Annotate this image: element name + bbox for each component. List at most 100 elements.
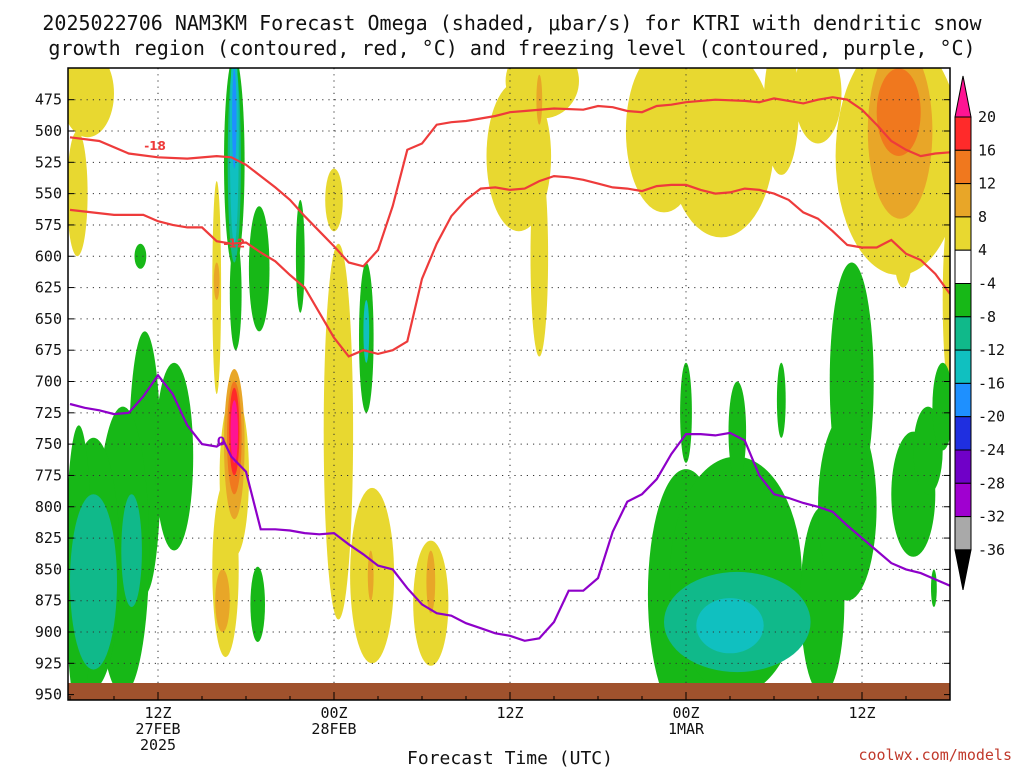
dendritic-contour-line <box>69 96 950 268</box>
y-tick-label: 750 <box>35 435 62 453</box>
colorbar-tick-label: -24 <box>978 441 1005 459</box>
colorbar-tick-label: 12 <box>978 175 996 193</box>
omega-region <box>668 68 774 238</box>
omega-colorbar: 20 16 12 8 4 -4 -8 -12 -16 -20 -24 -28 -32 -36 <box>954 75 1005 590</box>
omega-region <box>794 68 842 144</box>
credit-link[interactable]: coolwx.com/models <box>858 746 1012 764</box>
x-tick-label: 12Z <box>144 704 171 722</box>
colorbar-tick-label: 16 <box>978 141 996 159</box>
x-tick-label: 2025 <box>140 736 176 754</box>
omega-region <box>70 494 117 670</box>
colorbar-box <box>954 316 972 351</box>
colorbar-box <box>954 516 972 551</box>
omega-region <box>155 362 194 551</box>
omega-region <box>367 550 374 601</box>
dendritic-contour-label: -12 <box>223 237 245 251</box>
colorbar-box <box>954 382 972 418</box>
omega-region <box>876 68 921 156</box>
omega-region <box>931 569 937 607</box>
x-tick-label: 00Z <box>672 704 699 722</box>
y-tick-label: 650 <box>35 310 62 328</box>
omega-region <box>215 569 230 632</box>
y-tick-label: 625 <box>35 279 62 297</box>
omega-region <box>894 224 912 288</box>
colorbar-tick-label: 8 <box>978 208 987 226</box>
colorbar-box <box>954 416 972 451</box>
colorbar-box <box>954 249 972 284</box>
x-tick-label: 00Z <box>320 704 347 722</box>
omega-region <box>363 300 370 363</box>
omega-region <box>763 68 799 175</box>
pressure-axis: 475 500 525 550 575 600 625 650 675 700 725 750 775 8… <box>35 91 950 704</box>
omega-shading-layer <box>68 68 950 700</box>
y-tick-label: 475 <box>35 91 62 109</box>
y-tick-label: 900 <box>35 623 62 641</box>
colorbar-tick-label: -8 <box>978 308 996 326</box>
contour-layer: -18 -12 0 <box>69 96 950 642</box>
ground-layer <box>68 683 950 700</box>
colorbar-tick-label: -28 <box>978 474 1005 492</box>
y-tick-label: 500 <box>35 122 62 140</box>
colorbar-box <box>954 149 972 185</box>
colorbar-tick-label: -32 <box>978 508 1005 526</box>
y-tick-label: 825 <box>35 529 62 547</box>
omega-region <box>213 262 220 301</box>
colorbar-box <box>954 349 972 384</box>
chart-title-line-1: 2025022706 NAM3KM Forecast Omega (shaded… <box>42 11 982 35</box>
colorbar-tick-label: -36 <box>978 541 1005 559</box>
freezing-contour-label: 0 <box>217 435 225 449</box>
omega-region <box>295 199 305 313</box>
omega-region <box>932 362 950 451</box>
colorbar-box <box>954 283 972 318</box>
y-tick-label: 600 <box>35 247 62 265</box>
ground-surface <box>68 683 950 700</box>
colorbar-tick-label: -16 <box>978 374 1005 392</box>
omega-region <box>323 243 354 620</box>
colorbar-tick-label: -20 <box>978 408 1005 426</box>
x-tick-label: 12Z <box>496 704 523 722</box>
dendritic-contour-line <box>69 174 950 358</box>
colorbar-box <box>954 116 972 151</box>
x-tick-label: 27FEB <box>135 720 180 738</box>
y-tick-label: 875 <box>35 592 62 610</box>
y-tick-label: 775 <box>35 466 62 484</box>
colorbar-box <box>954 482 972 518</box>
x-tick-label: 12Z <box>848 704 875 722</box>
y-tick-label: 575 <box>35 216 62 234</box>
omega-region <box>248 206 270 332</box>
y-tick-label: 725 <box>35 404 62 422</box>
colorbar-box <box>954 216 972 251</box>
x-tick-label: 1MAR <box>668 720 705 738</box>
omega-region <box>728 381 747 482</box>
y-tick-label: 550 <box>35 185 62 203</box>
omega-region <box>776 362 786 438</box>
omega-region <box>230 400 238 463</box>
omega-region <box>121 494 142 607</box>
omega-region <box>505 68 579 119</box>
y-tick-label: 700 <box>35 373 62 391</box>
chart-title-line-2: growth region (contoured, red, °C) and f… <box>48 36 975 60</box>
omega-region <box>325 168 343 232</box>
y-tick-label: 925 <box>35 654 62 672</box>
omega-region <box>232 68 237 169</box>
colorbar-tick-label: 20 <box>978 108 996 126</box>
freezing-contour-line <box>69 373 950 642</box>
x-tick-label: 28FEB <box>311 720 356 738</box>
plot-frame <box>67 67 951 701</box>
colorbar-top-arrow <box>954 75 972 118</box>
colorbar-tick-label: -4 <box>978 275 996 293</box>
omega-region <box>818 412 877 601</box>
colorbar-tick-label: -12 <box>978 341 1005 359</box>
y-tick-label: 525 <box>35 153 62 171</box>
y-tick-label: 950 <box>35 686 62 704</box>
colorbar-bottom-arrow <box>954 549 972 590</box>
colorbar-box <box>954 183 972 218</box>
colorbar-tick-label: 4 <box>978 241 987 259</box>
y-tick-label: 675 <box>35 341 62 359</box>
omega-region <box>68 68 114 138</box>
omega-region <box>250 566 265 643</box>
omega-region <box>426 550 436 614</box>
x-axis-label: Forecast Time (UTC) <box>407 748 613 768</box>
